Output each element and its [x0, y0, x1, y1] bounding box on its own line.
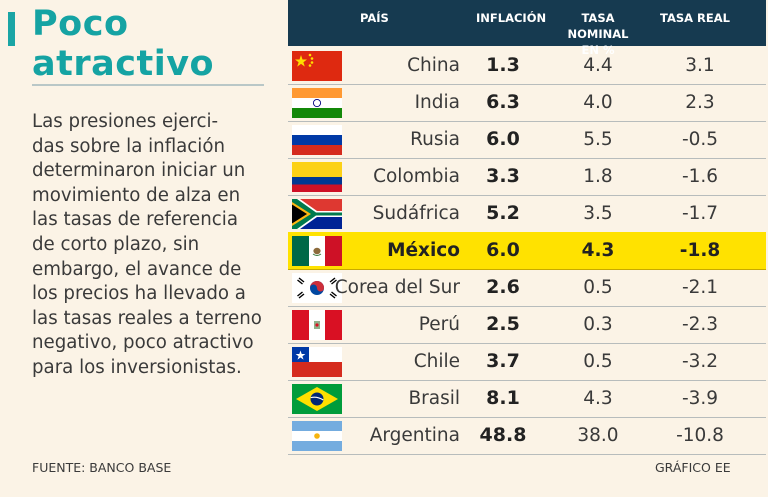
table-row: Brasil 8.1 4.3 -3.9	[288, 380, 766, 418]
nominal-rate-cell: 5.5	[583, 129, 613, 150]
mexico-flag-icon	[292, 236, 342, 266]
source-note: FUENTE: BANCO BASE	[32, 460, 172, 475]
table-header: PAÍS INFLACIÓN TASA NOMINAL EN % TASA RE…	[288, 0, 766, 57]
nominal-rate-cell: 3.5	[583, 203, 613, 224]
header-tasa-nominal-line-2: EN %	[581, 43, 615, 57]
table-row: China 1.3 4.4 3.1	[288, 47, 766, 85]
country-cell: Sudáfrica	[372, 203, 460, 224]
table-row: India 6.3 4.0 2.3	[288, 84, 766, 122]
headline: Poco atractivo	[32, 4, 214, 84]
header-pais: PAÍS	[360, 11, 389, 25]
country-cell: Brasil	[408, 388, 460, 409]
table-row: Sudáfrica 5.2 3.5 -1.7	[288, 195, 766, 233]
real-rate-cell: -1.6	[681, 166, 719, 187]
headline-line-1: Poco	[32, 4, 129, 44]
real-rate-cell: -0.5	[681, 129, 719, 150]
description-line: las tasas reales a terreno	[32, 307, 262, 329]
headline-line-2: atractivo	[32, 44, 215, 84]
description-line: determinaron iniciar un	[32, 160, 246, 182]
description-line: movimiento de alza en	[32, 184, 241, 206]
peru-flag-icon	[292, 310, 342, 340]
argentina-flag-icon	[292, 421, 342, 451]
nominal-rate-cell: 4.3	[581, 240, 615, 261]
table-row: Rusia 6.0 5.5 -0.5	[288, 121, 766, 159]
description-line: embargo, el avance de	[32, 258, 242, 280]
country-cell: Colombia	[373, 166, 460, 187]
inflation-cell: 6.0	[486, 128, 520, 150]
nominal-rate-cell: 4.3	[583, 388, 613, 409]
country-cell: China	[407, 55, 460, 76]
country-cell: Chile	[413, 351, 460, 372]
south-korea-flag-icon	[292, 273, 342, 303]
real-rate-cell: -10.8	[676, 425, 724, 446]
description-line: las tasas de referencia	[32, 209, 238, 231]
inflation-cell: 48.8	[479, 424, 527, 446]
inflation-cell: 3.7	[486, 350, 520, 372]
accent-bar	[8, 12, 15, 46]
nominal-rate-cell: 0.3	[583, 314, 613, 335]
inflation-cell: 6.0	[486, 239, 520, 261]
description-line: das sobre la inflación	[32, 135, 226, 157]
table-row: Colombia 3.3 1.8 -1.6	[288, 158, 766, 196]
description-line: negativo, poco atractivo	[32, 332, 254, 354]
real-rate-cell: 2.3	[685, 92, 715, 113]
inflation-cell: 2.5	[486, 313, 520, 335]
inflation-cell: 8.1	[486, 387, 520, 409]
colombia-flag-icon	[292, 162, 342, 192]
nominal-rate-cell: 0.5	[583, 277, 613, 298]
header-tasa-real: TASA REAL	[660, 11, 730, 25]
country-cell: México	[387, 240, 460, 261]
real-rate-cell: -3.9	[681, 388, 719, 409]
real-rate-cell: -1.7	[681, 203, 719, 224]
nominal-rate-cell: 38.0	[577, 425, 619, 446]
description-line: para los inversionistas.	[32, 356, 242, 378]
south-africa-flag-icon	[292, 199, 342, 229]
real-rate-cell: -1.8	[679, 240, 721, 261]
graphic-credit: GRÁFICO EE	[655, 460, 731, 475]
nominal-rate-cell: 0.5	[583, 351, 613, 372]
table-row: México 6.0 4.3 -1.8	[288, 232, 766, 270]
real-rate-cell: 3.1	[685, 55, 715, 76]
country-cell: Argentina	[369, 425, 460, 446]
country-cell: Corea del Sur	[334, 277, 460, 298]
title-divider	[32, 84, 264, 86]
inflation-cell: 2.6	[486, 276, 520, 298]
header-tasa-nominal: TASA NOMINAL EN %	[550, 10, 646, 58]
chile-flag-icon	[292, 347, 342, 377]
nominal-rate-cell: 1.8	[583, 166, 613, 187]
description: Las presiones ejerci- das sobre la infla…	[32, 110, 270, 381]
india-flag-icon	[292, 88, 342, 118]
real-rate-cell: -2.1	[681, 277, 719, 298]
table-row: Corea del Sur 2.6 0.5 -2.1	[288, 269, 766, 307]
country-cell: Perú	[418, 314, 460, 335]
header-tasa-nominal-line-1: TASA NOMINAL	[567, 11, 629, 41]
country-cell: Rusia	[410, 129, 460, 150]
inflation-cell: 6.3	[486, 91, 520, 113]
real-rate-cell: -3.2	[681, 351, 719, 372]
inflation-cell: 5.2	[486, 202, 520, 224]
inflation-cell: 3.3	[486, 165, 520, 187]
inflation-cell: 1.3	[486, 54, 520, 76]
nominal-rate-cell: 4.0	[583, 92, 613, 113]
table-row: Chile 3.7 0.5 -3.2	[288, 343, 766, 381]
russia-flag-icon	[292, 125, 342, 155]
nominal-rate-cell: 4.4	[583, 55, 613, 76]
table-row: Perú 2.5 0.3 -2.3	[288, 306, 766, 344]
description-line: los precios ha llevado a	[32, 283, 246, 305]
table-row: Argentina 48.8 38.0 -10.8	[288, 417, 766, 455]
header-inflacion: INFLACIÓN	[476, 11, 547, 25]
brazil-flag-icon	[292, 384, 342, 414]
description-line: de corto plazo, sin	[32, 233, 200, 255]
left-panel: Poco atractivo Las presiones ejerci- das…	[0, 0, 275, 497]
china-flag-icon	[292, 51, 342, 81]
description-line: Las presiones ejerci-	[32, 111, 219, 132]
real-rate-cell: -2.3	[681, 314, 719, 335]
country-cell: India	[414, 92, 460, 113]
